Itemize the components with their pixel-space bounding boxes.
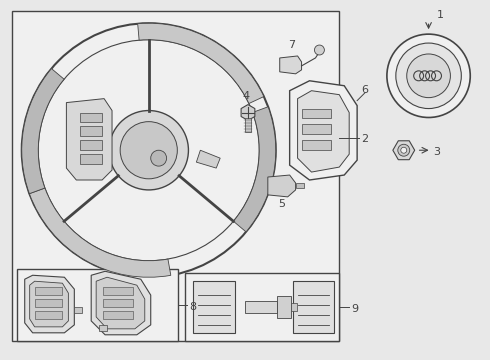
Bar [301, 140, 331, 150]
Bar [80, 154, 102, 164]
Bar [301, 109, 331, 118]
Text: 7: 7 [288, 40, 295, 50]
Circle shape [22, 23, 276, 277]
Bar [103, 311, 133, 319]
Wedge shape [29, 188, 171, 277]
Circle shape [396, 43, 461, 109]
Text: 6: 6 [361, 85, 368, 95]
Bar [12, 11, 339, 341]
Bar [295, 183, 303, 188]
Bar [245, 118, 251, 132]
Bar [245, 301, 277, 313]
Wedge shape [22, 69, 64, 194]
Circle shape [109, 111, 189, 190]
Circle shape [387, 34, 470, 117]
Text: 9: 9 [351, 304, 358, 314]
Polygon shape [268, 175, 295, 197]
Polygon shape [280, 56, 301, 74]
Polygon shape [393, 141, 415, 160]
Polygon shape [297, 91, 349, 172]
Bar [291, 303, 296, 311]
Circle shape [401, 147, 407, 153]
Polygon shape [241, 105, 255, 121]
Polygon shape [96, 277, 145, 329]
Bar [99, 325, 107, 331]
Bar [35, 311, 62, 319]
Circle shape [315, 45, 324, 55]
Polygon shape [196, 150, 220, 168]
Bar [103, 287, 133, 295]
Text: 5: 5 [278, 199, 285, 209]
Polygon shape [24, 275, 74, 333]
Circle shape [398, 144, 410, 156]
Bar [103, 299, 133, 307]
Polygon shape [66, 99, 112, 180]
Text: 1: 1 [437, 10, 443, 20]
Text: 3: 3 [434, 147, 441, 157]
Polygon shape [290, 81, 357, 180]
Bar [194, 281, 235, 333]
Polygon shape [30, 281, 69, 327]
Bar [80, 140, 102, 150]
Circle shape [38, 40, 259, 261]
Bar [293, 281, 334, 333]
Wedge shape [138, 23, 264, 104]
Circle shape [151, 150, 167, 166]
Bar [35, 299, 62, 307]
Text: 4: 4 [243, 91, 249, 101]
Bar [80, 126, 102, 136]
Polygon shape [91, 271, 151, 335]
Bar [277, 296, 291, 318]
Circle shape [407, 54, 450, 98]
Circle shape [120, 122, 177, 179]
Wedge shape [233, 107, 276, 232]
Text: 2: 2 [361, 134, 368, 144]
Bar [74, 307, 82, 313]
Bar [185, 273, 339, 341]
Bar [35, 287, 62, 295]
Bar [301, 125, 331, 134]
Bar [80, 113, 102, 122]
Bar [17, 269, 177, 341]
Text: 8: 8 [190, 302, 196, 312]
